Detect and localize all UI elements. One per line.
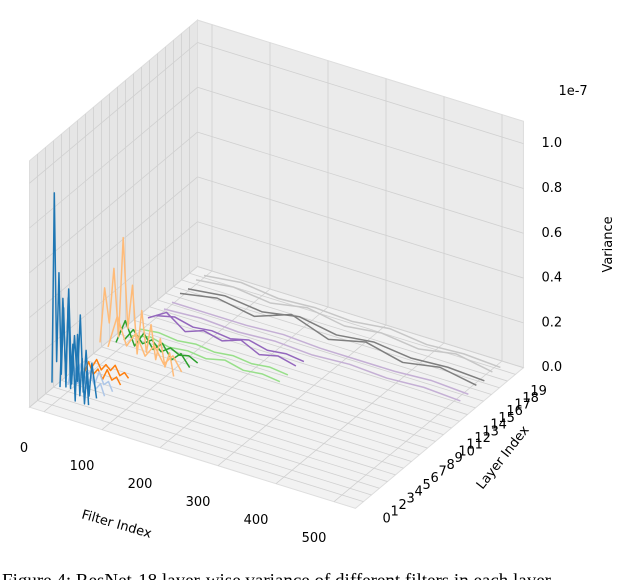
z-tick-label: 0.0 — [541, 360, 562, 375]
grid-line — [85, 359, 412, 462]
layer-line — [91, 358, 130, 379]
grid-line — [189, 272, 516, 375]
grid-line — [141, 313, 468, 415]
y-tick-label: 0 — [383, 511, 391, 526]
grid-line — [45, 393, 372, 496]
grid-line — [117, 333, 444, 436]
layer-line — [147, 311, 297, 367]
layer-line — [51, 192, 90, 406]
grid-line — [101, 346, 428, 449]
grid-line — [275, 342, 445, 485]
y-tick-label: 18 — [522, 391, 539, 406]
layer-line — [195, 279, 493, 373]
layer-line — [179, 292, 477, 386]
grid-line — [159, 306, 329, 449]
layer-line — [99, 236, 175, 377]
caption: Figure 4: ResNet-18 layer-wise variance … — [2, 570, 552, 580]
x-tick-label: 0 — [20, 441, 28, 456]
x-tick-label: 400 — [244, 513, 269, 528]
layer-line — [155, 314, 305, 363]
y-tick-label: 8 — [447, 458, 455, 473]
y-tick-label: 9 — [455, 451, 463, 466]
z-tick-label: 0.8 — [541, 181, 562, 196]
y-tick-label: 15 — [498, 411, 515, 426]
z-tick-label: 0.2 — [541, 315, 562, 330]
grid-line — [29, 266, 198, 408]
y-tick-label: 13 — [482, 424, 499, 439]
y-tick-label: 7 — [439, 464, 447, 479]
grid-line — [133, 319, 460, 422]
grid-line — [101, 288, 271, 431]
y-tick-label: 5 — [423, 478, 431, 493]
grid-line — [93, 353, 420, 456]
grid-line — [53, 386, 380, 489]
grid-line — [217, 324, 387, 467]
grid-line — [149, 306, 476, 409]
z-tick-label: 0.4 — [541, 271, 562, 286]
grid-line — [197, 221, 524, 324]
panes — [28, 19, 525, 509]
y-tick-label: 12 — [474, 431, 491, 446]
grid-line — [29, 42, 198, 184]
grid-line — [69, 373, 396, 476]
x-tick-label: 500 — [302, 531, 327, 546]
layer-line — [171, 301, 469, 395]
grid-line — [29, 86, 198, 229]
grid — [29, 24, 524, 503]
grid-line — [125, 326, 452, 429]
grid-line — [157, 299, 484, 402]
grid-line — [197, 131, 524, 234]
y-tick-label: 10 — [458, 444, 475, 459]
y-tick-label: 11 — [466, 438, 483, 453]
grid-line — [29, 176, 198, 318]
grid-line — [61, 380, 388, 482]
y-tick-label: 3 — [407, 491, 415, 506]
y-tick-label: 16 — [506, 404, 523, 419]
layer-line — [139, 328, 289, 376]
z-axis-label: Variance — [601, 216, 616, 272]
y-tick-label: 17 — [514, 397, 531, 412]
grid-line — [197, 42, 524, 145]
grid-line — [197, 86, 524, 189]
grid-line — [181, 279, 508, 382]
grid-line — [165, 292, 492, 395]
lines — [51, 192, 501, 406]
grid-line — [37, 400, 364, 503]
y-tick-label: 19 — [530, 384, 547, 399]
x-tick-label: 100 — [70, 459, 95, 474]
grid-line — [77, 366, 404, 469]
layer-line — [131, 335, 281, 383]
z-offset-label: 1e-7 — [558, 84, 587, 99]
x-axis-label: Filter Index — [80, 508, 154, 542]
z-tick-label: 0.6 — [541, 226, 562, 241]
x-tick-label: 300 — [186, 495, 211, 510]
layer-line — [203, 274, 501, 369]
y-tick-label: 2 — [399, 498, 407, 513]
grid-line — [29, 131, 198, 274]
grid-line — [197, 176, 524, 279]
layer-line — [163, 308, 461, 402]
y-tick-label: 4 — [415, 485, 423, 500]
x-tick-label: 200 — [128, 477, 153, 492]
layer-line — [187, 288, 485, 382]
z-tick-label: 1.0 — [541, 136, 562, 151]
grid-line — [197, 266, 524, 369]
y-tick-label: 6 — [431, 471, 439, 486]
y-tick-label: 14 — [490, 418, 507, 433]
y-tick-label: 1 — [391, 505, 399, 520]
